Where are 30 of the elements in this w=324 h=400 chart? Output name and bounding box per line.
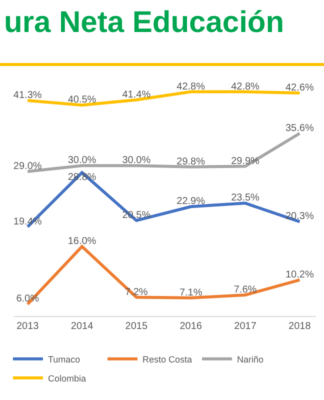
data-label: 22.9% [176, 196, 206, 208]
data-label: 7.6% [234, 284, 257, 296]
data-label: 23.5% [231, 192, 260, 204]
legend-label: Resto Costa [142, 354, 192, 364]
data-label: 30.0% [68, 155, 96, 166]
x-tick-label: 2016 [180, 321, 202, 332]
data-label: 40.5% [68, 94, 96, 106]
data-label: 41.4% [122, 89, 151, 100]
chart-title: ura Neta Educación [4, 6, 284, 40]
x-tick-label: 2014 [70, 321, 94, 332]
data-label: 29.8% [176, 156, 206, 168]
x-tick-label: 2013 [16, 321, 40, 332]
x-tick-label: 2017 [234, 321, 257, 332]
data-label: 42.6% [286, 82, 314, 94]
data-label: 16.0% [68, 236, 96, 247]
data-label: 41.3% [13, 90, 42, 101]
data-label: 42.8% [176, 81, 206, 92]
data-label: 29.0% [13, 160, 42, 172]
data-label: 10.2% [286, 269, 314, 280]
legend-label: Colombia [48, 373, 86, 384]
data-label: 20.3% [286, 211, 314, 222]
data-label: 7.1% [179, 287, 202, 298]
legend-label: Nariño [237, 354, 264, 364]
legend-label: Tumaco [48, 354, 80, 364]
x-tick-label: 2015 [125, 321, 148, 332]
data-label: 29.9% [231, 156, 260, 167]
data-label: 30.0% [122, 155, 151, 166]
data-label: 42.8% [231, 81, 260, 92]
data-label: 35.6% [286, 122, 314, 134]
x-tick-label: 2018 [288, 321, 312, 332]
